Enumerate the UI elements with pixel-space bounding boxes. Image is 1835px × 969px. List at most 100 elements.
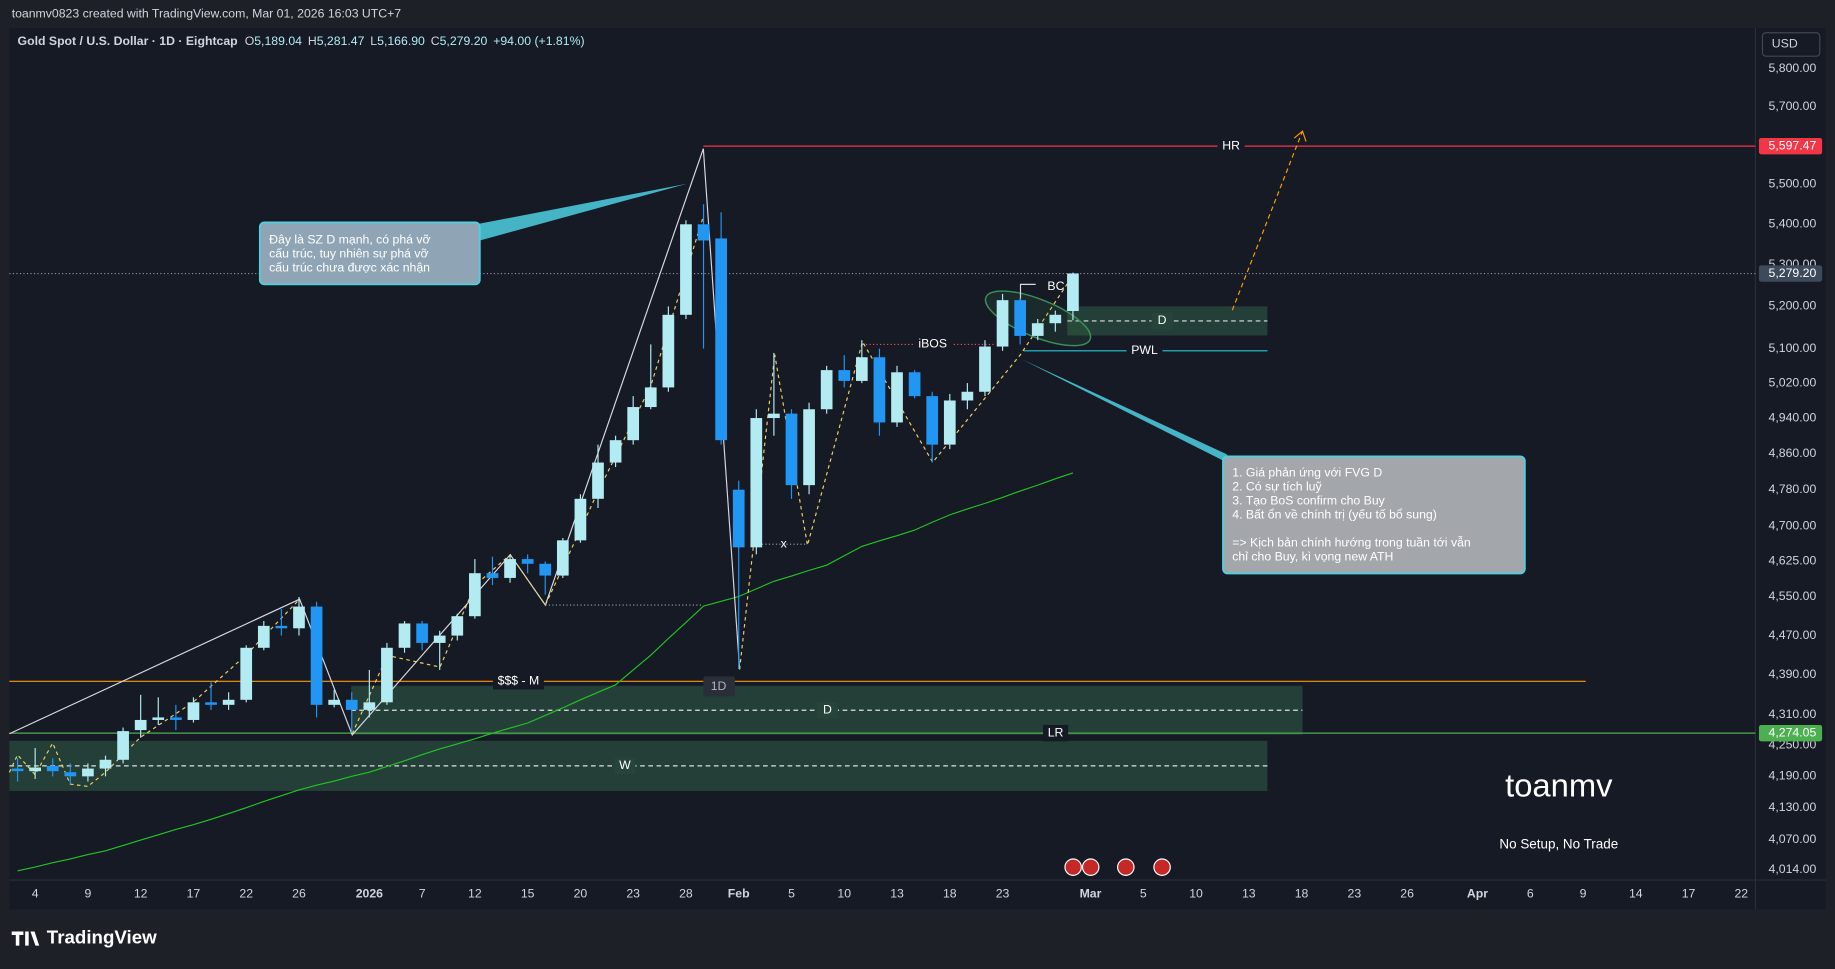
x-tick-label: 13 — [890, 886, 904, 900]
level-label-bg — [1126, 342, 1163, 360]
candle-body — [891, 372, 903, 423]
bc-label: BC — [1047, 279, 1064, 293]
x-tick-label: 10 — [1189, 886, 1203, 900]
y-tick-label: 4,390.00 — [1769, 667, 1817, 681]
y-tick-label: 5,200.00 — [1769, 299, 1817, 313]
level-label: HR — [1222, 138, 1240, 152]
quote-key: O — [245, 34, 255, 48]
candle-body — [134, 719, 147, 731]
x-tick-label: 7 — [419, 886, 426, 900]
candle-body — [662, 314, 675, 388]
y-tick-label: 4,310.00 — [1769, 707, 1817, 721]
candle-body — [363, 702, 376, 710]
quote-value: 5,189.04 — [254, 34, 302, 48]
candle-body — [768, 413, 780, 419]
candle-body — [556, 540, 569, 576]
candle-body — [64, 772, 77, 777]
levels: HR LR $$$ - M PWL iBOS — [9, 137, 1756, 742]
candle-body — [486, 573, 499, 578]
callout-text: cấu trúc, tuy nhiên sự phá vỡ — [269, 246, 428, 260]
callout-text: 2. Có sự tích luỹ — [1232, 479, 1322, 493]
callout-text: 1. Giá phản ứng với FVG D — [1232, 465, 1382, 479]
candle-body — [1014, 300, 1026, 336]
level-price-tag-bg — [1758, 137, 1823, 155]
x-tick-label: 9 — [84, 886, 91, 900]
zones: D D W — [9, 306, 1303, 791]
projection-arrow — [1293, 130, 1307, 142]
event-flag — [1081, 858, 1100, 876]
candle-body — [205, 702, 217, 705]
x-tick-label: Mar — [1080, 886, 1102, 900]
candle-body — [433, 635, 446, 643]
watermark: toanmv — [1505, 766, 1613, 803]
x-tick-label: 23 — [996, 886, 1010, 900]
x-tick-label: Feb — [728, 886, 750, 900]
candles — [11, 204, 1079, 785]
quote-value: 5,279.20 — [440, 34, 488, 48]
candle-body — [504, 559, 516, 578]
level-label: LR — [1048, 725, 1064, 739]
event-flag — [1153, 858, 1171, 876]
level-label-bg — [913, 336, 952, 353]
candle-body — [697, 224, 710, 241]
candle-body — [732, 489, 745, 548]
interval-badge-bg — [703, 676, 735, 697]
x-tick-label: 9 — [1580, 886, 1587, 900]
candle-body — [521, 559, 534, 564]
x-tick-label: 26 — [292, 886, 306, 900]
candle-body — [996, 300, 1009, 347]
candle-body — [416, 623, 428, 643]
candle-body — [328, 699, 341, 705]
x-tick-label: 15 — [521, 886, 535, 900]
quote-key: L — [370, 34, 377, 48]
candle-body — [1067, 273, 1079, 312]
y-tick-label: 4,780.00 — [1769, 482, 1817, 496]
y-tick-label: 4,860.00 — [1769, 446, 1817, 460]
candle-body — [926, 396, 939, 445]
level-label-bg — [1043, 724, 1069, 742]
callout-text: => Kịch bản chính hướng trong tuần tới v… — [1232, 535, 1471, 550]
candle-body — [240, 647, 253, 700]
level-price-tag: 5,597.47 — [1769, 138, 1817, 152]
candle-body — [82, 768, 94, 777]
quote-change: +94.00 (+1.81%) — [493, 34, 584, 48]
zone-label: D — [823, 703, 832, 717]
x-tick-label: Apr — [1467, 886, 1488, 900]
y-tick-label: 4,550.00 — [1769, 589, 1817, 603]
currency-box[interactable] — [1761, 32, 1821, 57]
currency: USD — [1772, 37, 1798, 51]
candle-body — [750, 418, 763, 548]
y-tick-label: 4,014.00 — [1769, 862, 1817, 876]
candle-body — [680, 224, 692, 315]
quote-key: C — [431, 34, 440, 48]
candle-body — [961, 391, 974, 401]
brand-logo — [11, 931, 40, 946]
zone-label: D — [1158, 313, 1167, 327]
candle-body — [29, 767, 41, 772]
x-tick-label: 23 — [1348, 886, 1362, 900]
x-tick-label: 22 — [239, 886, 253, 900]
candle-body — [592, 462, 604, 499]
symbol-header: Gold Spot / U.S. Dollar · 1D · Eightcap O… — [18, 34, 585, 48]
callout-text: chỉ cho Buy, kì vọng new ATH — [1232, 550, 1393, 564]
brand-name: TradingView — [47, 927, 157, 948]
candle-body — [381, 647, 393, 703]
candle-body — [170, 717, 182, 720]
brand: TradingView — [11, 927, 157, 948]
level-price-tag: 4,274.05 — [1769, 725, 1817, 739]
x-tick-label: 6 — [1527, 886, 1534, 900]
candle-body — [574, 498, 587, 541]
axes: 5,800.005,700.005,500.005,400.005,300.00… — [32, 61, 1823, 900]
creator: toanmv0823 created with TradingView.com,… — [12, 6, 402, 20]
candle-body — [943, 400, 956, 445]
x-tick-label: 20 — [574, 886, 588, 900]
x-tick-label: 13 — [1242, 886, 1256, 900]
projection-line — [1231, 130, 1304, 311]
candle-body — [11, 768, 24, 772]
level-label: $$$ - M — [498, 674, 540, 688]
candle-body — [908, 372, 921, 397]
x-tick-label: 12 — [134, 886, 148, 900]
ma-line — [17, 472, 1074, 872]
